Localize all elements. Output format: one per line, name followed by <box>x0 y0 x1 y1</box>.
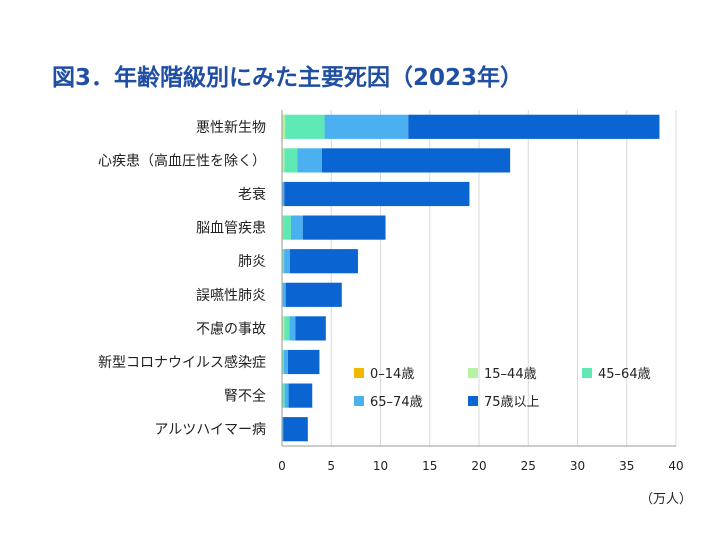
legend-label: 0–14歳 <box>370 367 414 382</box>
bar-segment <box>283 215 291 240</box>
bar-segment <box>282 148 285 173</box>
category-label: 悪性新生物 <box>196 120 266 136</box>
bar-segment <box>321 148 511 173</box>
bar-segment <box>295 316 326 341</box>
legend-swatch <box>468 368 478 378</box>
category-label: アルツハイマー病 <box>154 422 266 438</box>
bar-segment <box>283 417 308 442</box>
bar-segment <box>282 181 285 207</box>
x-tick-labels: 0 5 10 15 20 25 30 35 40 <box>278 459 683 473</box>
bar-segment <box>288 383 313 408</box>
legend: 0–14歳 15–44歳 45–64歳 65–74歳 75歳以上 <box>354 367 651 410</box>
bar-segment <box>302 215 386 240</box>
x-tick-label: 5 <box>327 459 335 473</box>
x-tick-label: 15 <box>422 459 437 473</box>
category-label: 肺炎 <box>238 254 266 270</box>
x-tick-label: 40 <box>668 459 683 473</box>
category-label: 腎不全 <box>224 388 266 405</box>
x-tick-label: 30 <box>570 459 585 473</box>
axes <box>281 110 676 447</box>
bar-segment <box>282 383 285 408</box>
legend-label: 75歳以上 <box>484 395 540 410</box>
category-label: 誤嚥性肺炎 <box>196 288 266 304</box>
category-label: 心疾患（高血圧性を除く） <box>98 152 266 169</box>
bar-segment <box>289 316 296 341</box>
x-tick-label: 10 <box>373 459 388 473</box>
x-tick-label: 20 <box>471 459 486 473</box>
legend-swatch <box>354 396 364 406</box>
bar-segment <box>284 148 298 173</box>
bar-segment <box>287 349 320 375</box>
legend-swatch <box>582 368 592 378</box>
category-label: 脳血管疾患 <box>196 221 266 237</box>
x-tick-label: 25 <box>521 459 536 473</box>
bar-segment <box>282 417 284 442</box>
bar-segment <box>282 215 284 240</box>
bar-segment <box>289 249 358 274</box>
bar-segment <box>282 249 285 274</box>
bar-segment <box>284 181 470 207</box>
x-tick-label: 35 <box>619 459 634 473</box>
bar-segment <box>282 349 284 375</box>
bar-segment <box>285 282 342 307</box>
bar-segment <box>282 316 285 341</box>
bar-segment <box>282 114 286 139</box>
legend-swatch <box>354 368 364 378</box>
legend-swatch <box>468 396 478 406</box>
legend-label: 15–44歳 <box>484 367 537 382</box>
category-label: 不慮の事故 <box>196 321 266 337</box>
bar-segment <box>284 383 289 408</box>
bar-segment <box>282 282 286 307</box>
bar-segment <box>408 114 660 139</box>
x-tick-label: 0 <box>278 459 286 473</box>
bar-segment <box>283 349 288 375</box>
legend-label: 45–64歳 <box>598 367 651 382</box>
bars <box>282 114 660 442</box>
x-axis-unit-label: （万人） <box>640 492 693 507</box>
bar-segment <box>297 148 322 173</box>
legend-label: 65–74歳 <box>370 395 423 410</box>
category-label: 新型コロナウイルス感染症 <box>98 354 266 371</box>
category-label: 老衰 <box>238 186 266 203</box>
bar-segment <box>290 215 303 240</box>
bar-segment <box>285 114 325 139</box>
bar-segment <box>284 316 290 341</box>
chart-title: 図3．年齢階級別にみた主要死因（2023年） <box>52 65 524 91</box>
bar-segment <box>284 249 290 274</box>
bar-segment <box>324 114 409 139</box>
